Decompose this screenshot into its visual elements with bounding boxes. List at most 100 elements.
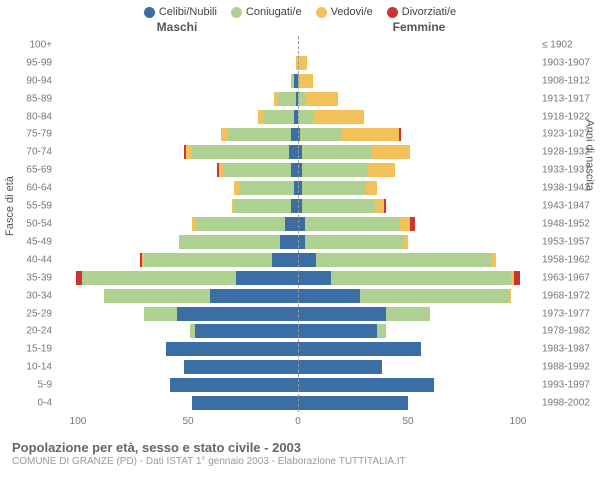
age-row: 10-141988-1992 <box>56 358 540 376</box>
bar-segment <box>291 163 298 177</box>
footer-sub: COMUNE DI GRANZE (PD) - Dati ISTAT 1° ge… <box>12 456 588 467</box>
legend-label: Celibi/Nubili <box>159 6 217 18</box>
x-tick: 100 <box>70 416 87 427</box>
male-bar <box>56 235 298 249</box>
age-label: 90-94 <box>4 75 52 86</box>
age-label: 70-74 <box>4 147 52 158</box>
age-label: 60-64 <box>4 183 52 194</box>
birth-label: 1908-1912 <box>542 75 598 86</box>
age-label: 25-29 <box>4 308 52 319</box>
female-bar <box>298 92 540 106</box>
age-row: 5-91993-1997 <box>56 376 540 394</box>
bar-segment <box>302 181 366 195</box>
bar-segment <box>300 74 313 88</box>
bar-segment <box>76 271 83 285</box>
bar-segment <box>384 199 386 213</box>
age-row: 30-341968-1972 <box>56 287 540 305</box>
birth-label: 1918-1922 <box>542 111 598 122</box>
bar-segment <box>195 217 285 231</box>
x-tick: 50 <box>402 416 413 427</box>
legend-swatch <box>316 7 327 18</box>
bar-segment <box>371 145 411 159</box>
legend-label: Divorziati/e <box>402 6 456 18</box>
birth-label: 1913-1917 <box>542 93 598 104</box>
male-bar <box>56 217 298 231</box>
bar-segment <box>360 289 510 303</box>
age-row: 35-391963-1967 <box>56 269 540 287</box>
age-label: 100+ <box>4 39 52 50</box>
bar-segment <box>223 163 291 177</box>
bar-segment <box>313 110 364 124</box>
age-row: 100+≤ 1902 <box>56 36 540 54</box>
age-label: 20-24 <box>4 326 52 337</box>
bar-segment <box>302 145 370 159</box>
bar-segment <box>298 378 434 392</box>
bar-segment <box>291 199 298 213</box>
bar-segment <box>366 181 377 195</box>
bar-segment <box>228 128 292 142</box>
age-row: 75-791923-1927 <box>56 126 540 144</box>
male-bar <box>56 289 298 303</box>
age-label: 55-59 <box>4 201 52 212</box>
male-bar <box>56 110 298 124</box>
bar-segment <box>377 324 386 338</box>
bar-segment <box>298 342 421 356</box>
bar-segment <box>285 217 298 231</box>
bar-segment <box>104 289 210 303</box>
age-row: 60-641938-1942 <box>56 179 540 197</box>
bar-segment <box>509 289 511 303</box>
age-row: 65-691933-1937 <box>56 161 540 179</box>
female-bar <box>298 74 540 88</box>
bar-segment <box>186 145 193 159</box>
age-label: 35-39 <box>4 272 52 283</box>
bar-segment <box>234 199 291 213</box>
bar-segment <box>221 128 228 142</box>
bar-segment <box>298 289 360 303</box>
male-bar <box>56 378 298 392</box>
bar-segment <box>144 307 177 321</box>
male-bar <box>56 92 298 106</box>
female-bar <box>298 378 540 392</box>
legend-swatch <box>144 7 155 18</box>
female-bar <box>298 217 540 231</box>
birth-label: 1923-1927 <box>542 129 598 140</box>
bar-segment <box>177 307 298 321</box>
male-bar <box>56 128 298 142</box>
age-label: 30-34 <box>4 290 52 301</box>
age-row: 80-841918-1922 <box>56 108 540 126</box>
bar-segment <box>404 235 408 249</box>
pyramid-chart: Fasce di età Anni di nascita 100+≤ 19029… <box>0 36 600 436</box>
age-label: 40-44 <box>4 254 52 265</box>
age-label: 0-4 <box>4 398 52 409</box>
bar-segment <box>514 271 521 285</box>
male-bar <box>56 181 298 195</box>
bar-segment <box>298 271 331 285</box>
legend-swatch <box>387 7 398 18</box>
birth-label: 1978-1982 <box>542 326 598 337</box>
legend-swatch <box>231 7 242 18</box>
female-bar <box>298 342 540 356</box>
birth-label: 1958-1962 <box>542 254 598 265</box>
x-axis: 10050050100 <box>56 416 540 436</box>
bar-segment <box>305 235 404 249</box>
birth-label: 1998-2002 <box>542 398 598 409</box>
birth-label: 1948-1952 <box>542 219 598 230</box>
age-row: 55-591943-1947 <box>56 197 540 215</box>
birth-label: 1928-1932 <box>542 147 598 158</box>
female-bar <box>298 163 540 177</box>
age-row: 90-941908-1912 <box>56 72 540 90</box>
male-bar <box>56 307 298 321</box>
bar-segment <box>305 217 400 231</box>
bar-segment <box>291 128 298 142</box>
male-header: Maschi <box>56 20 298 34</box>
bar-segment <box>272 253 298 267</box>
age-label: 5-9 <box>4 380 52 391</box>
x-tick: 50 <box>182 416 193 427</box>
bar-segment <box>342 128 399 142</box>
bar-segment <box>210 289 298 303</box>
birth-label: 1973-1977 <box>542 308 598 319</box>
male-bar <box>56 396 298 410</box>
bar-segment <box>386 307 430 321</box>
age-row: 20-241978-1982 <box>56 323 540 341</box>
female-bar <box>298 110 540 124</box>
